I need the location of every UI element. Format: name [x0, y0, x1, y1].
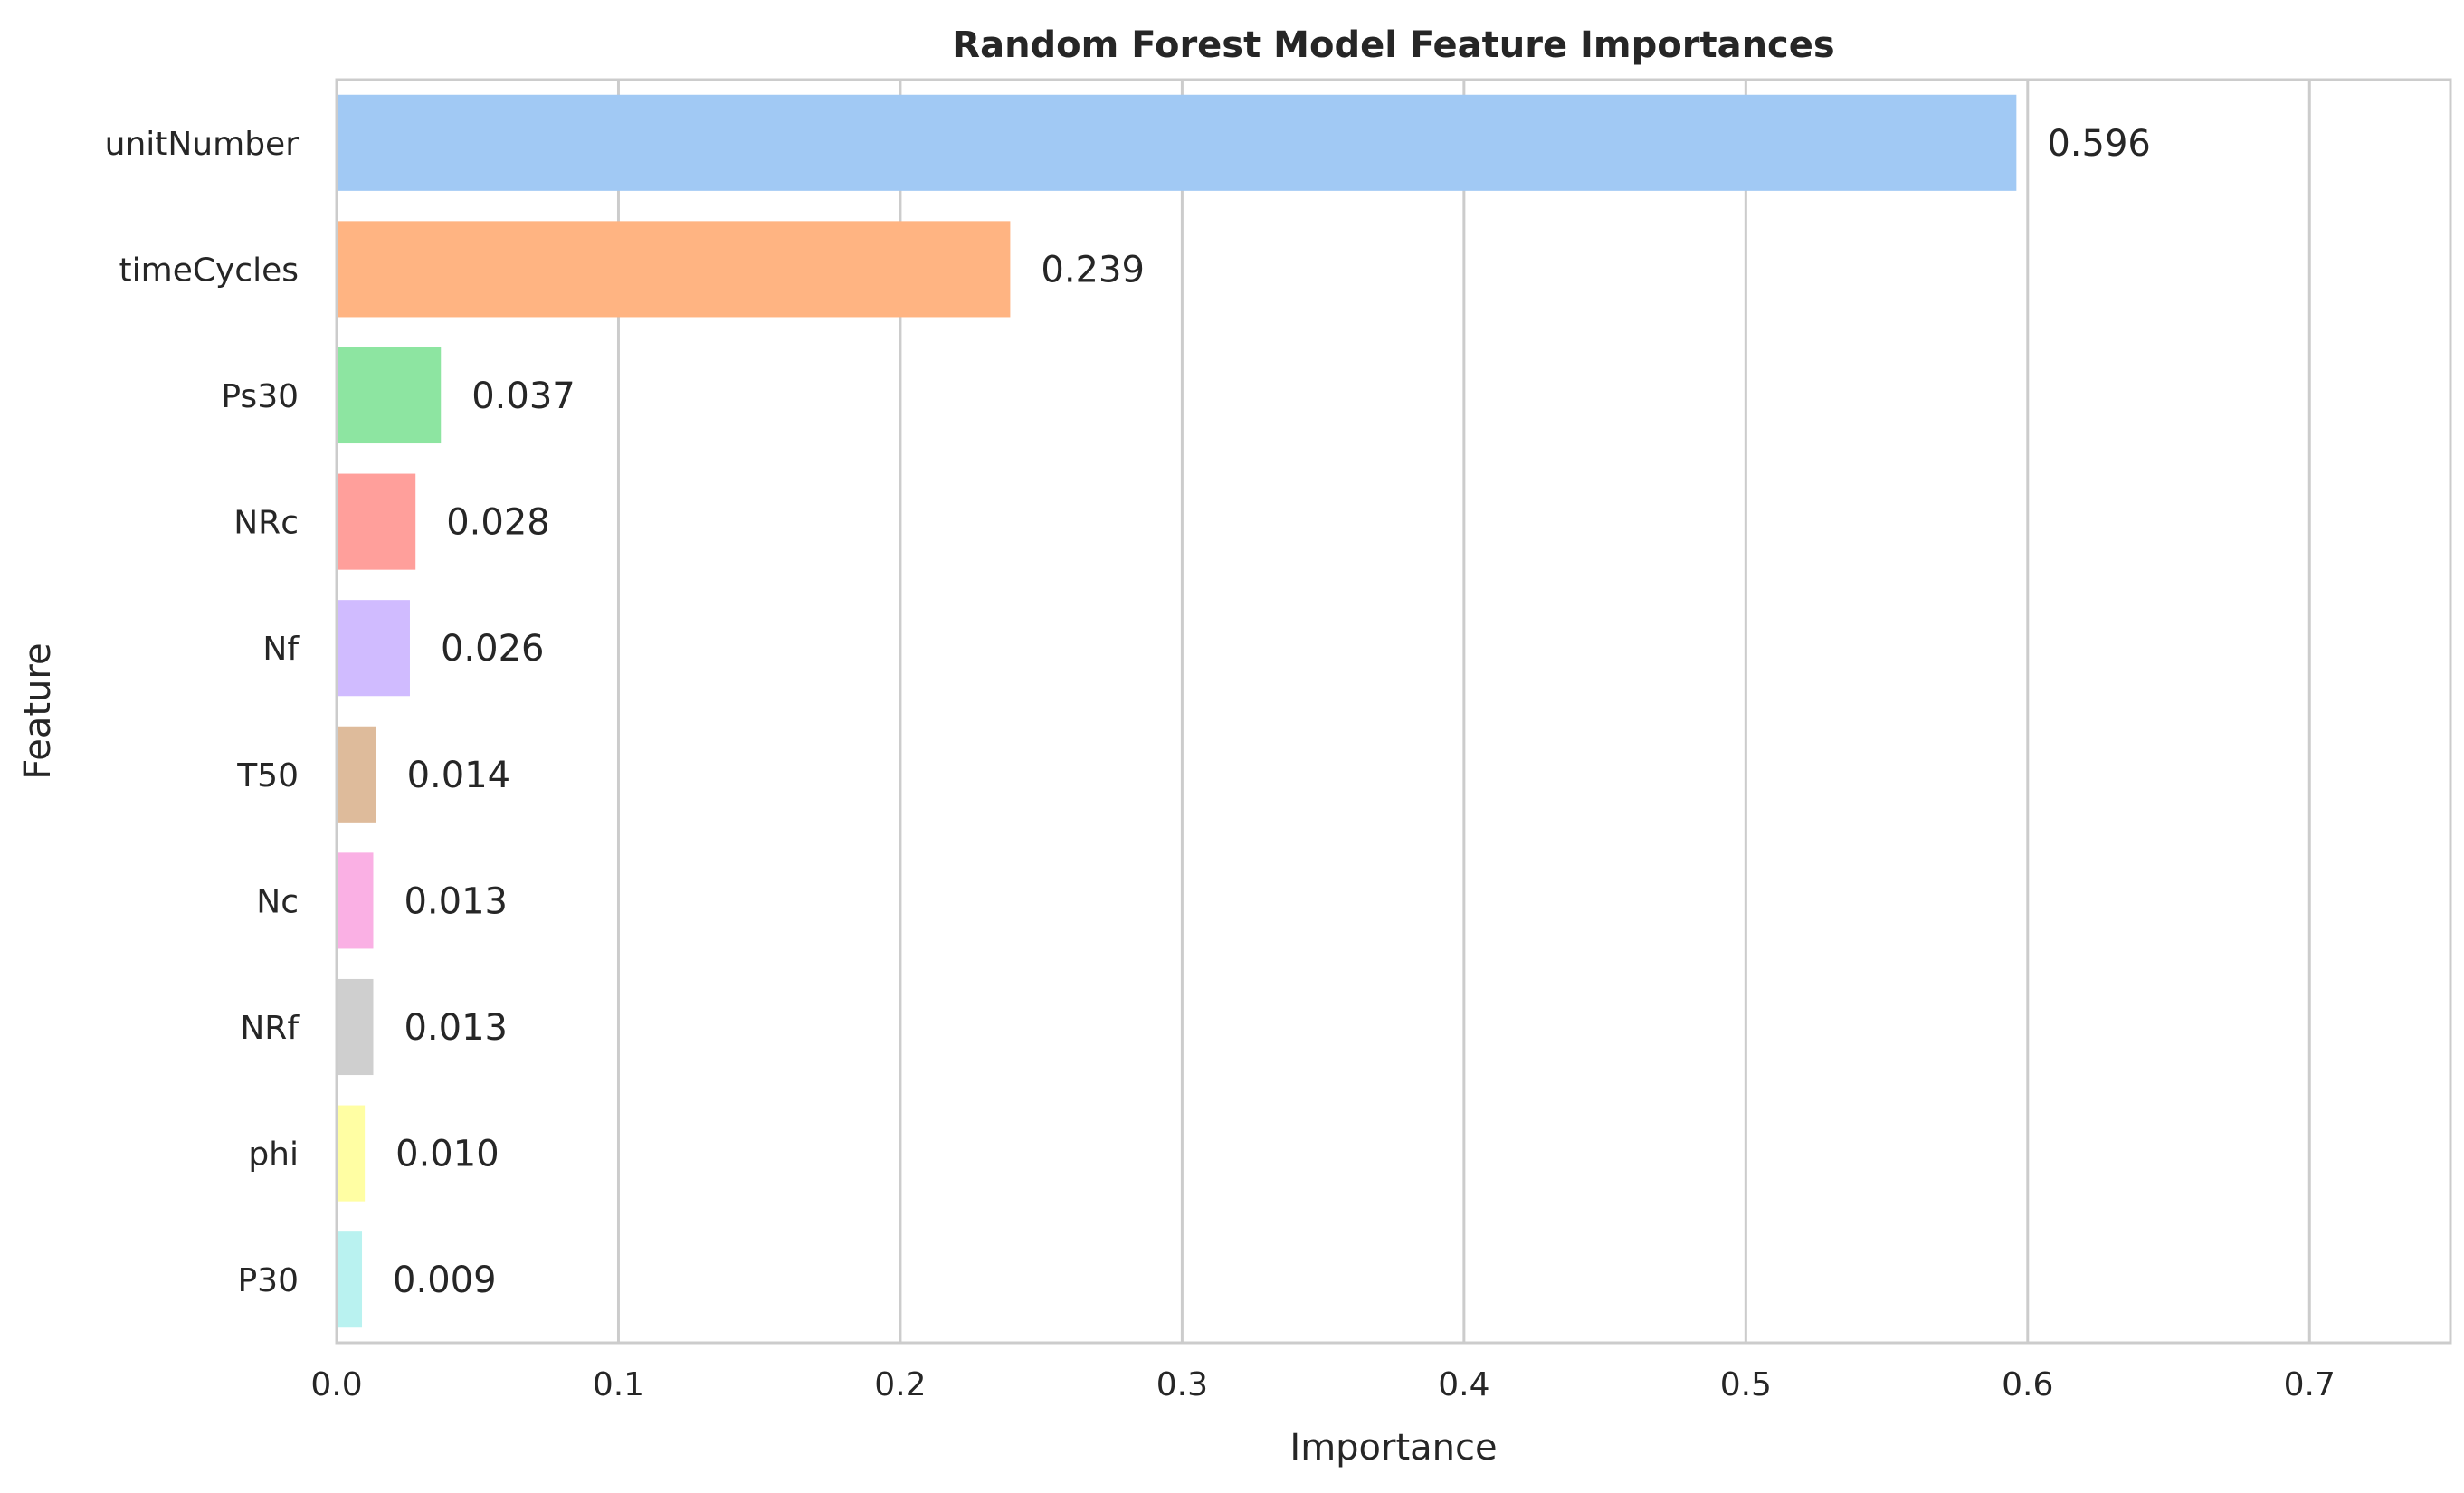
bar [337, 1105, 366, 1202]
plot-frame [335, 78, 2452, 1345]
x-tick-label: 0.3 [1156, 1366, 1208, 1403]
x-tick-label: 0.4 [1438, 1366, 1489, 1403]
y-tick-label: Ps30 [221, 378, 299, 415]
data-labels: 0.596 0.239 0.037 0.028 0.026 0.014 0.013 0.013… [393, 123, 2151, 1301]
bar [337, 347, 442, 444]
data-label: 0.013 [404, 1007, 508, 1049]
data-label: 0.596 [2047, 123, 2151, 165]
x-axis-label: Importance [1289, 1427, 1497, 1469]
data-label: 0.037 [471, 376, 576, 417]
x-tick-label: 0.0 [310, 1366, 362, 1403]
bar [337, 473, 416, 570]
y-axis-label: Feature [17, 642, 59, 779]
y-tick-label: timeCycles [119, 252, 299, 289]
bar [337, 852, 374, 949]
x-tick-label: 0.2 [874, 1366, 926, 1403]
x-tick-label: 0.1 [593, 1366, 644, 1403]
bar [337, 1231, 363, 1328]
bar [337, 978, 374, 1076]
bar [337, 726, 376, 823]
bar [337, 221, 1011, 318]
y-tick-label: phi [248, 1136, 299, 1174]
data-label: 0.009 [393, 1260, 497, 1301]
chart-title: Random Forest Model Feature Importances [952, 24, 1834, 66]
data-label: 0.013 [404, 880, 508, 922]
data-label: 0.239 [1041, 249, 1145, 290]
data-label: 0.010 [395, 1134, 499, 1175]
y-tick-label: Nc [256, 883, 299, 920]
y-tick-label: P30 [237, 1262, 299, 1299]
data-label: 0.028 [446, 502, 550, 544]
bar-series [337, 94, 2017, 1328]
x-tick-label: 0.5 [1720, 1366, 1772, 1403]
y-tick-label: NRc [233, 505, 299, 542]
bar [337, 600, 410, 697]
data-label: 0.026 [441, 628, 545, 670]
x-tick-labels: 0.0 0.1 0.2 0.3 0.4 0.5 0.6 0.7 [310, 1366, 2336, 1403]
y-tick-label: unitNumber [105, 126, 300, 163]
data-label: 0.014 [407, 755, 511, 796]
bar [337, 94, 2017, 191]
y-tick-label: T50 [236, 757, 299, 794]
x-tick-label: 0.7 [2284, 1366, 2336, 1403]
y-tick-label: Nf [262, 631, 300, 668]
y-tick-label: NRf [240, 1010, 300, 1047]
x-tick-label: 0.6 [2002, 1366, 2053, 1403]
y-tick-labels: unitNumber timeCycles Ps30 NRc Nf T50 Nc NRf phi… [105, 126, 300, 1299]
